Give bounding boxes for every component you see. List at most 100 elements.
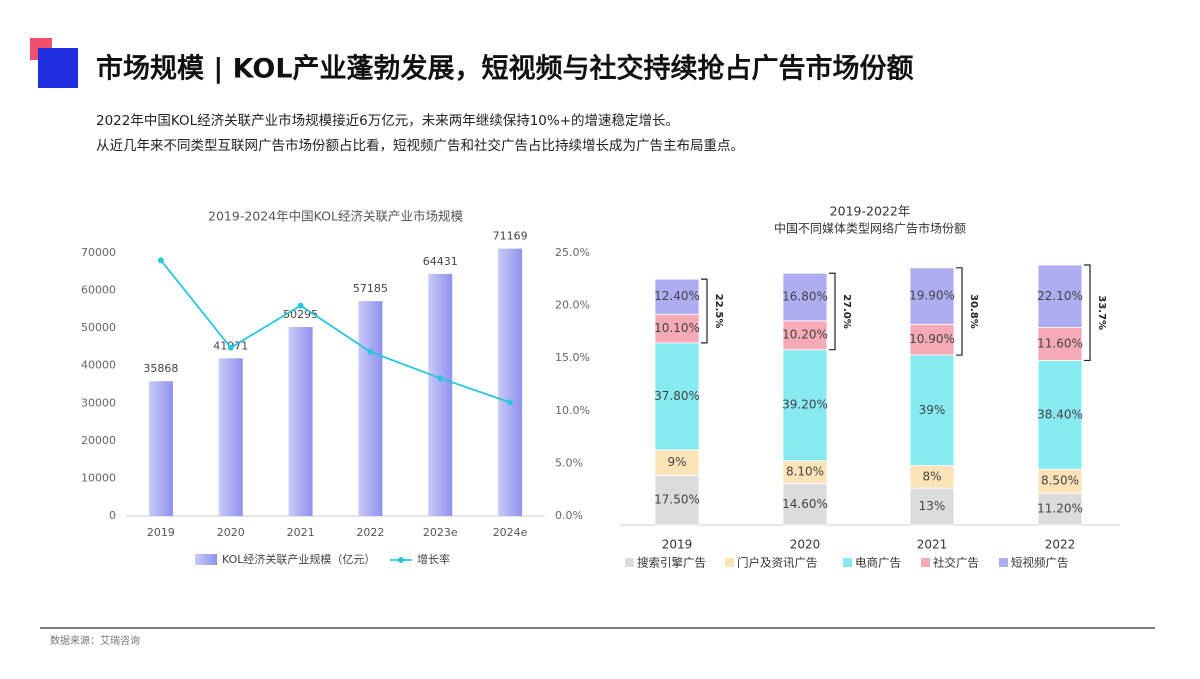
segment-label: 10.20% [782,328,828,342]
y-tick-label: 10000 [81,471,116,484]
description: 从近几年来不同类型互联网广告市场份额占比看，短视频广告和社交广告占比持续增长成为… [96,137,744,154]
bar-segment [654,313,700,344]
segment-label: 10.10% [654,321,700,335]
legend-label: 社交广告 [933,556,979,570]
segment-label: 8% [922,469,941,483]
segment-label: 8.50% [1041,474,1079,488]
bar [288,327,313,516]
y2-tick-label: 20.0% [555,299,590,312]
legend-marker [398,557,404,563]
legend-swatch [195,554,217,565]
y2-tick-label: 25.0% [555,246,590,259]
point [367,348,374,355]
legend-label: 增长率 [417,552,450,566]
y-tick-label: 60000 [81,284,116,297]
bar-segment [909,354,955,466]
segment-label: 19.90% [909,289,955,303]
bar-segment [654,475,700,526]
bar-segment [909,267,955,325]
line [160,259,511,404]
bar [218,358,243,516]
point [437,375,444,382]
x-tick-label: 2024e [493,526,528,539]
x-tick-label: 2022 [1045,538,1076,552]
legend-swatch [843,558,852,567]
bar-segment [909,323,955,356]
chart-title: 2019-2022年 [830,204,911,219]
point [297,302,304,309]
bar-segment [1037,468,1083,494]
bar-label: 71169 [493,230,528,243]
segment-label: 39% [919,403,946,417]
y-tick-label: 50000 [81,321,116,334]
point [227,344,234,351]
y-tick-label: 30000 [81,396,116,409]
segment-label: 37.80% [654,389,700,403]
segment-label: 9% [667,455,686,469]
point [157,257,164,264]
bar-label: 57185 [353,282,388,295]
x-tick-label: 2020 [217,526,245,539]
legend-label: 搜索引擎广告 [637,556,706,570]
bracket [956,267,963,356]
bar [428,273,453,516]
legend-label: KOL经济关联产业规模（亿元） [222,552,375,566]
segment-label: 22.10% [1037,289,1083,303]
segment-label: 16.80% [782,290,828,304]
y2-tick-label: 0.0% [555,509,583,522]
legend-label: 门户及资讯广告 [737,556,818,570]
bar-segment [1037,327,1083,361]
bar [498,248,523,516]
bar [148,381,173,516]
bar-segment [1037,360,1083,470]
bracket-label: 22.5% [713,294,724,329]
y-tick-label: 40000 [81,359,116,372]
bracket-label: 33.7% [1096,295,1107,330]
y2-tick-label: 15.0% [555,351,590,364]
x-tick-label: 2019 [662,538,693,552]
segment-label: 39.20% [782,398,828,412]
bar-segment [654,278,700,315]
segment-label: 38.40% [1037,407,1083,421]
legend-swatch [921,558,930,567]
bar-segment [782,272,828,322]
bar-segment [1037,492,1083,526]
bar [358,301,383,516]
bar-segment [782,349,828,462]
bar-segment [654,342,700,451]
legend-swatch [725,558,734,567]
legend-label: 电商广告 [855,556,901,570]
bar-segment [654,449,700,476]
source: 数据来源：艾瑞咨询 [50,634,140,647]
description: 2022年中国KOL经济关联产业市场规模接近6万亿元，未来两年继续保持10%+的… [96,112,679,129]
bracket [701,278,708,344]
bar-label: 64431 [423,255,458,268]
point [507,399,514,406]
x-tick-label: 2020 [790,538,821,552]
bar-segment [782,320,828,351]
segment-label: 14.60% [782,497,828,511]
y-tick-label: 20000 [81,434,116,447]
y-tick-label: 70000 [81,246,116,259]
bracket-label: 30.8% [968,294,979,329]
y-tick-label: 0 [109,509,116,522]
legend-swatch [999,558,1008,567]
segment-label: 8.10% [786,465,824,479]
y2-tick-label: 5.0% [555,456,583,469]
legend-swatch [625,558,634,567]
bracket [1084,264,1091,362]
bar-segment [782,483,828,526]
segment-label: 17.50% [654,493,700,507]
page-title: 市场规模 | KOL产业蓬勃发展，短视频与社交持续抢占广告市场份额 [96,53,914,85]
segment-label: 11.20% [1037,502,1083,516]
bar-segment [1037,264,1083,328]
bar-segment [909,487,955,526]
bar-label: 35868 [143,362,178,375]
segment-label: 11.60% [1037,337,1083,351]
legend-label: 短视频广告 [1011,556,1069,570]
segment-label: 10.90% [909,332,955,346]
x-tick-label: 2023e [423,526,458,539]
bracket [829,272,836,351]
